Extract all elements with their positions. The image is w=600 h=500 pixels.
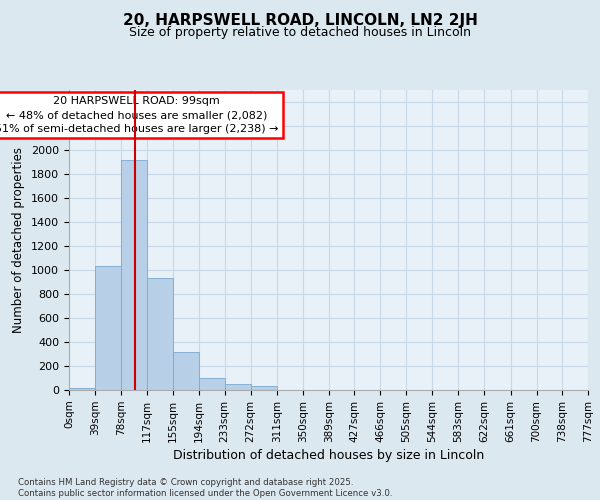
Bar [173, 352, 199, 390]
Bar [224, 384, 251, 390]
Y-axis label: Number of detached properties: Number of detached properties [13, 147, 25, 333]
Text: Size of property relative to detached houses in Lincoln: Size of property relative to detached ho… [129, 26, 471, 39]
Bar [251, 386, 277, 390]
Text: Contains HM Land Registry data © Crown copyright and database right 2025.
Contai: Contains HM Land Registry data © Crown c… [18, 478, 392, 498]
Bar [147, 278, 173, 390]
Text: 20, HARPSWELL ROAD, LINCOLN, LN2 2JH: 20, HARPSWELL ROAD, LINCOLN, LN2 2JH [122, 12, 478, 28]
Text: 20 HARPSWELL ROAD: 99sqm
← 48% of detached houses are smaller (2,082)
51% of sem: 20 HARPSWELL ROAD: 99sqm ← 48% of detach… [0, 96, 278, 134]
Bar [69, 388, 95, 390]
Bar [199, 378, 224, 390]
Bar [121, 160, 147, 390]
X-axis label: Distribution of detached houses by size in Lincoln: Distribution of detached houses by size … [173, 449, 484, 462]
Bar [95, 266, 121, 390]
